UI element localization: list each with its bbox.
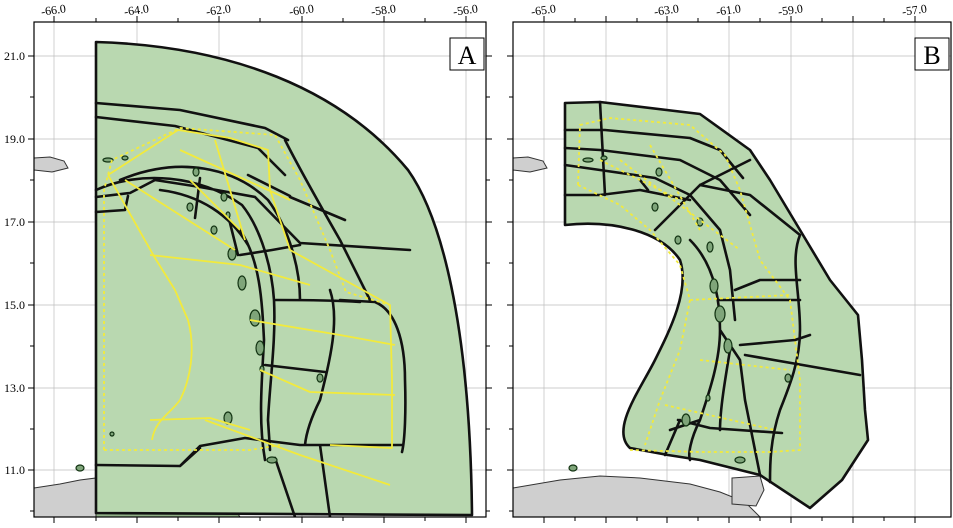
panel-b-division-lines	[563, 100, 862, 484]
panel-b-yellow-boundaries	[577, 117, 801, 453]
x-tick-label: -65.0	[530, 1, 557, 18]
panel-b-letter-box	[914, 37, 950, 71]
y-tick-label: 13.0	[4, 381, 25, 395]
panel-a-y-tick-labels: 21.0 19.0 17.0 15.0 13.0 11.0	[4, 49, 25, 477]
x-tick-label: -63.0	[653, 1, 680, 18]
panel-b: -65.0 -63.0 -61.0 -59.0 -57.0 B	[507, 1, 952, 523]
panel-b-ticks	[507, 16, 916, 523]
panel-a-x-tick-labels: -66.0 -64.0 -62.0 -60.0 -58.0 -56.0	[40, 1, 479, 18]
x-tick-label: -58.0	[370, 1, 397, 18]
panel-b-outer-region	[563, 100, 870, 510]
panel-b-frame	[512, 21, 952, 518]
panel-b-islands	[568, 155, 792, 472]
panel-a-ticks	[28, 16, 492, 523]
panel-a-yellow-boundaries	[103, 127, 396, 486]
x-tick-label: -60.0	[288, 1, 315, 18]
panel-a-letter: A	[458, 41, 477, 70]
x-tick-label: -64.0	[123, 1, 150, 18]
panel-b-letter: B	[923, 41, 940, 70]
y-tick-label: 19.0	[4, 132, 25, 146]
y-tick-label: 21.0	[4, 49, 25, 63]
puerto-rico-land	[513, 156, 548, 173]
x-tick-label: -61.0	[715, 1, 742, 18]
x-tick-label: -66.0	[40, 1, 67, 18]
panel-a: -66.0 -64.0 -62.0 -60.0 -58.0 -56.0 21.0…	[4, 1, 492, 523]
trinidad-land	[731, 475, 765, 507]
x-tick-label: -57.0	[901, 1, 928, 18]
x-tick-label: -62.0	[205, 1, 232, 18]
x-tick-label: -59.0	[777, 1, 804, 18]
venezuela-land	[513, 475, 761, 517]
panel-b-x-tick-labels: -65.0 -63.0 -61.0 -59.0 -57.0	[530, 1, 928, 18]
y-tick-label: 11.0	[4, 463, 25, 477]
panel-a-letter-box	[449, 37, 485, 71]
panel-a-islands	[75, 155, 324, 472]
puerto-rico-land	[34, 156, 69, 173]
venezuela-land	[34, 477, 97, 517]
y-tick-label: 17.0	[4, 215, 25, 229]
y-tick-label: 15.0	[4, 298, 25, 312]
x-tick-label: -56.0	[452, 1, 479, 18]
